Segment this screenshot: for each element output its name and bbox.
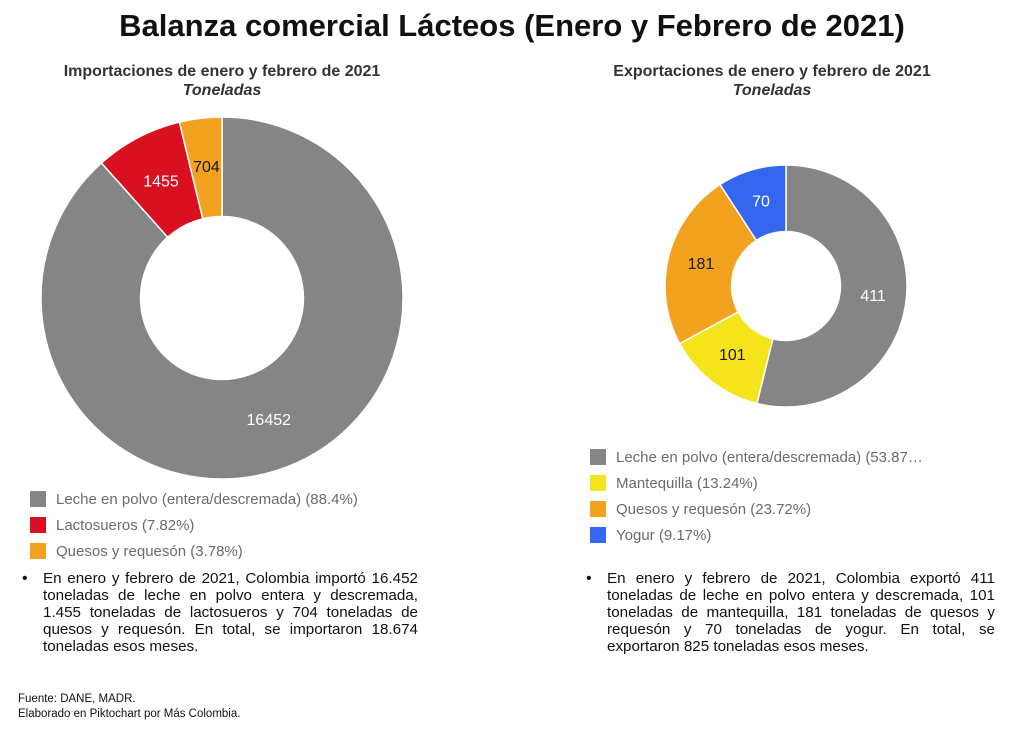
- exports-slice-2: [664, 183, 758, 345]
- exports-note: En enero y febrero de 2021, Colombia exp…: [607, 570, 995, 655]
- exports-slice-label-0: 411: [860, 288, 886, 305]
- legend-swatch: [590, 475, 606, 491]
- exports-legend-item-quesos: Quesos y requesón (23.72%): [590, 496, 923, 522]
- imports-legend-item-lactosueros: Lactosueros (7.82%): [30, 512, 358, 538]
- exports-slice-label-2: 181: [688, 256, 715, 273]
- exports-donut-chart: 411 101 181 70: [664, 164, 908, 408]
- legend-swatch: [590, 501, 606, 517]
- legend-label: Lactosueros (7.82%): [56, 516, 195, 534]
- imports-slice-2: [178, 116, 223, 220]
- exports-chart-heading: Exportaciones de enero y febrero de 2021…: [568, 62, 976, 100]
- source-note: Fuente: DANE, MADR. Elaborado en Piktoch…: [18, 692, 240, 722]
- exports-legend-item-yogur: Yogur (9.17%): [590, 522, 923, 548]
- imports-donut-chart: 16452 1455 704: [40, 116, 404, 480]
- main-title: Balanza comercial Lácteos (Enero y Febre…: [119, 8, 905, 43]
- exports-slice-label-3: 70: [752, 193, 770, 210]
- exports-slice-label-1: 101: [719, 347, 746, 364]
- imports-chart-heading: Importaciones de enero y febrero de 2021…: [18, 62, 426, 100]
- exports-chart-subtitle: Toneladas: [732, 82, 812, 99]
- imports-chart-title: Importaciones de enero y febrero de 2021: [63, 63, 381, 80]
- credit-text: Elaborado en Piktochart por Más Colombia…: [18, 708, 241, 720]
- imports-chart-subtitle: Toneladas: [182, 82, 262, 99]
- legend-label: Yogur (9.17%): [616, 526, 712, 544]
- imports-slice-label-0: 16452: [247, 412, 292, 429]
- legend-swatch: [30, 491, 46, 507]
- source-text: Fuente: DANE, MADR.: [18, 693, 136, 705]
- exports-chart-title: Exportaciones de enero y febrero de 2021: [613, 63, 931, 80]
- imports-note: En enero y febrero de 2021, Colombia imp…: [43, 570, 418, 655]
- exports-note-bullet: •: [586, 570, 592, 587]
- legend-label: Mantequilla (13.24%): [616, 474, 758, 492]
- legend-label: Quesos y requesón (3.78%): [56, 542, 243, 560]
- imports-legend-item-leche: Leche en polvo (entera/descremada) (88.4…: [30, 486, 358, 512]
- legend-swatch: [30, 517, 46, 533]
- legend-label: Leche en polvo (entera/descremada) (53.8…: [616, 448, 923, 466]
- legend-swatch: [590, 527, 606, 543]
- legend-label: Leche en polvo (entera/descremada) (88.4…: [56, 490, 358, 508]
- imports-legend-item-quesos: Quesos y requesón (3.78%): [30, 538, 358, 564]
- imports-legend: Leche en polvo (entera/descremada) (88.4…: [30, 486, 358, 564]
- imports-slice-label-1: 1455: [143, 173, 179, 190]
- exports-slice-0: [755, 164, 908, 408]
- imports-slice-label-2: 704: [193, 159, 220, 176]
- exports-slice-3: [719, 164, 787, 242]
- imports-slice-0: [40, 116, 404, 480]
- exports-legend-item-mantequilla: Mantequilla (13.24%): [590, 470, 923, 496]
- imports-note-bullet: •: [22, 570, 28, 587]
- exports-legend: Leche en polvo (entera/descremada) (53.8…: [590, 444, 923, 548]
- legend-swatch: [30, 543, 46, 559]
- legend-swatch: [590, 449, 606, 465]
- exports-legend-item-leche: Leche en polvo (entera/descremada) (53.8…: [590, 444, 923, 470]
- legend-label: Quesos y requesón (23.72%): [616, 500, 812, 518]
